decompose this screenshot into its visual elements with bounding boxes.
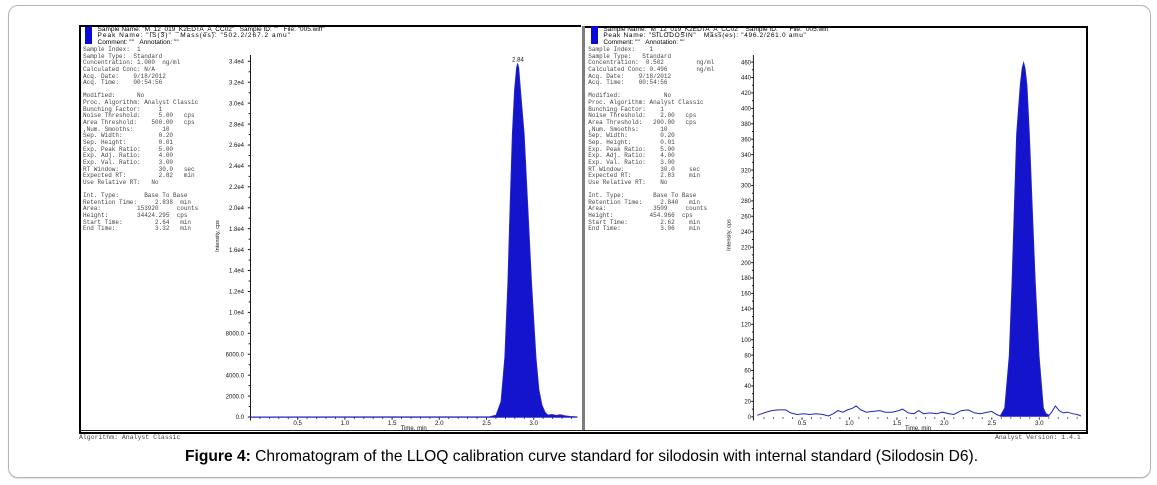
svg-text:80: 80 xyxy=(744,353,751,359)
svg-text:0.0: 0.0 xyxy=(236,415,245,421)
svg-text:Intensity, cps: Intensity, cps xyxy=(215,220,221,252)
svg-text:120: 120 xyxy=(741,323,752,329)
svg-text:4000.0: 4000.0 xyxy=(226,373,245,379)
svg-text:2.0: 2.0 xyxy=(940,420,949,427)
svg-text:1.2e4: 1.2e4 xyxy=(229,290,245,296)
svg-text:1.6e4: 1.6e4 xyxy=(229,248,245,254)
svg-text:1.0: 1.0 xyxy=(845,420,854,427)
svg-text:1.8e4: 1.8e4 xyxy=(229,227,245,233)
svg-text:440: 440 xyxy=(741,76,752,82)
svg-text:3.0: 3.0 xyxy=(529,420,538,427)
svg-text:360: 360 xyxy=(741,137,752,143)
svg-text:2.5: 2.5 xyxy=(482,420,491,427)
svg-text:280: 280 xyxy=(741,199,752,205)
svg-text:2.8e4: 2.8e4 xyxy=(229,122,245,128)
svg-text:2.0e4: 2.0e4 xyxy=(229,206,245,212)
svg-text:100: 100 xyxy=(741,338,752,344)
svg-text:2.6e4: 2.6e4 xyxy=(229,143,245,149)
svg-text:240: 240 xyxy=(741,230,752,236)
svg-text:0.5: 0.5 xyxy=(293,420,302,427)
svg-text:2000.0: 2000.0 xyxy=(226,394,245,400)
svg-text:3.4e4: 3.4e4 xyxy=(229,60,245,66)
svg-text:320: 320 xyxy=(741,168,752,174)
svg-text:2.2e4: 2.2e4 xyxy=(229,185,245,191)
svg-text:2.4e4: 2.4e4 xyxy=(229,164,245,170)
svg-text:460: 460 xyxy=(741,60,752,66)
svg-text:Time, min: Time, min xyxy=(401,426,427,432)
svg-text:60: 60 xyxy=(744,369,751,375)
svg-text:140: 140 xyxy=(741,307,752,313)
svg-text:0.5: 0.5 xyxy=(798,420,807,427)
svg-text:1.0e4: 1.0e4 xyxy=(229,311,245,317)
svg-text:1.0: 1.0 xyxy=(341,420,350,427)
svg-text:3.0e4: 3.0e4 xyxy=(229,101,245,107)
svg-text:2.0: 2.0 xyxy=(435,420,444,427)
svg-text:300: 300 xyxy=(741,184,752,190)
svg-text:Intensity, cps: Intensity, cps xyxy=(727,219,733,251)
svg-text:40: 40 xyxy=(744,384,751,390)
svg-text:220: 220 xyxy=(741,245,752,251)
svg-text:2.84: 2.84 xyxy=(512,58,524,64)
svg-text:420: 420 xyxy=(741,91,752,97)
svg-text:3.2e4: 3.2e4 xyxy=(229,80,245,86)
svg-text:1.5: 1.5 xyxy=(893,420,902,427)
svg-text:0: 0 xyxy=(748,415,752,421)
svg-text:1.5: 1.5 xyxy=(388,420,397,427)
svg-text:180: 180 xyxy=(741,276,752,282)
svg-text:2.5: 2.5 xyxy=(987,420,996,427)
svg-text:20: 20 xyxy=(744,400,751,406)
svg-text:8000.0: 8000.0 xyxy=(226,332,245,338)
svg-text:400: 400 xyxy=(741,107,752,113)
svg-text:6000.0: 6000.0 xyxy=(226,352,245,358)
svg-text:200: 200 xyxy=(741,261,752,267)
svg-text:160: 160 xyxy=(741,292,752,298)
svg-text:1.4e4: 1.4e4 xyxy=(229,269,245,275)
svg-text:Time, min: Time, min xyxy=(905,426,931,432)
svg-text:340: 340 xyxy=(741,153,752,159)
svg-text:3.0: 3.0 xyxy=(1035,420,1044,427)
svg-text:260: 260 xyxy=(741,215,752,221)
svg-text:380: 380 xyxy=(741,122,752,128)
